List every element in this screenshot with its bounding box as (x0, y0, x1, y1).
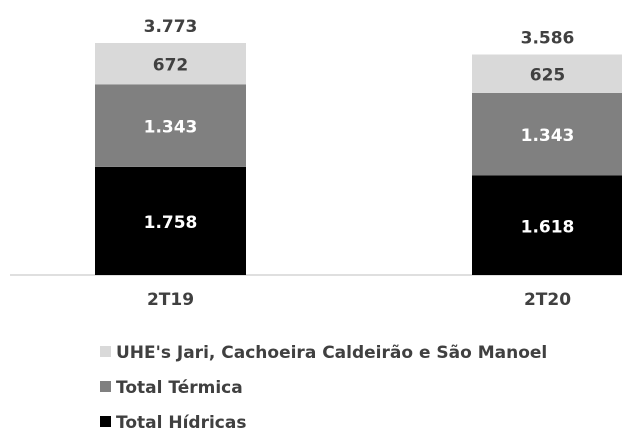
bar-segment (472, 175, 622, 275)
x-tick-label: 2T19 (147, 290, 194, 310)
x-tick-label: 2T20 (524, 290, 571, 310)
bar-segment (95, 84, 246, 167)
legend-label: UHE's Jari, Cachoeira Caldeirão e São Ma… (116, 343, 547, 363)
legend-swatch (100, 381, 111, 392)
legend-swatch (100, 416, 111, 427)
bar-segment (95, 43, 246, 85)
total-label: 3.773 (144, 17, 198, 37)
data-label: 1.343 (144, 118, 198, 138)
bar-segment (95, 166, 246, 275)
data-label: 625 (530, 66, 566, 86)
data-label: 1.618 (521, 217, 575, 237)
data-label: 1.343 (521, 126, 575, 146)
data-label: 672 (153, 56, 189, 76)
legend-swatch (100, 346, 111, 357)
total-label: 3.586 (521, 28, 575, 48)
bar-segment (472, 92, 622, 176)
data-label: 1.758 (144, 213, 198, 233)
legend-label: Total Hídricas (116, 413, 246, 433)
bar-segment (472, 54, 622, 93)
legend-label: Total Térmica (116, 378, 243, 398)
